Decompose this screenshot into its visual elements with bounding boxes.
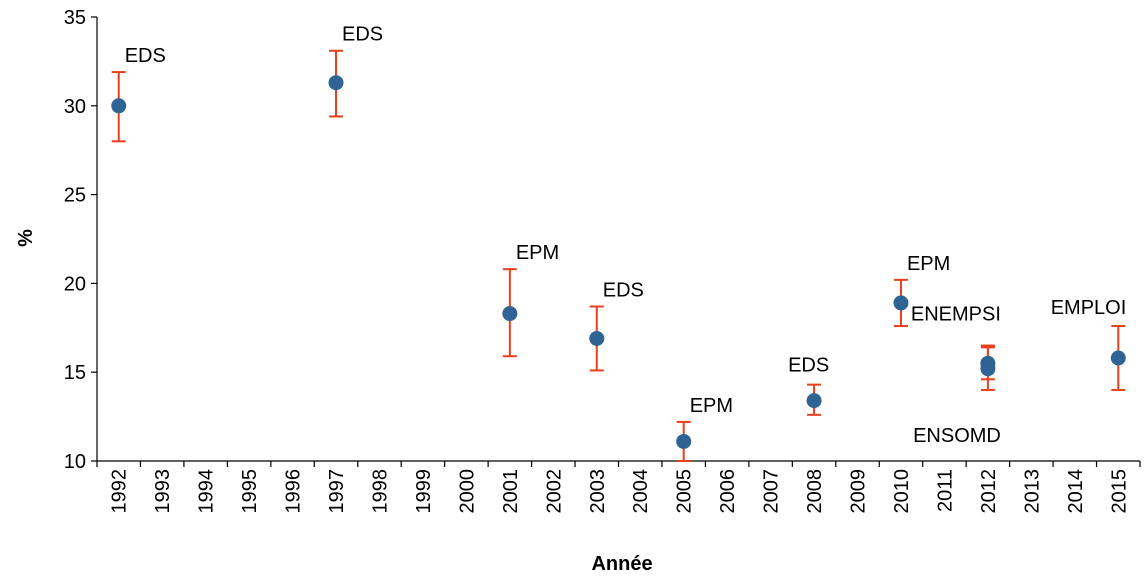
point-label: ENSOMD xyxy=(913,425,1001,447)
data-point xyxy=(1110,350,1126,366)
x-tick-label: 1993 xyxy=(152,469,174,514)
point-label: EPM xyxy=(690,395,733,417)
x-tick-label: 1999 xyxy=(413,469,435,514)
x-tick-label: 2013 xyxy=(1021,469,1043,514)
x-tick-label: 1994 xyxy=(196,469,218,514)
x-tick-label: 2003 xyxy=(587,469,609,514)
point-label: EDS xyxy=(603,279,644,301)
x-axis-ticks: 1992 1993 1994 1995 1996 1997 1998 1999 2000 2001… xyxy=(96,461,1141,514)
y-tick-label: 35 xyxy=(64,7,86,29)
point-labels: EDS EDS EPM EDS EPM EDS EPM ENEMPSI ENSOMD EMPLOI xyxy=(125,24,1127,447)
data-point xyxy=(502,306,518,322)
x-tick-label: 2012 xyxy=(978,469,1000,514)
data-point xyxy=(893,295,909,311)
x-tick-label: 2004 xyxy=(630,469,652,514)
x-tick-label: 2008 xyxy=(804,469,826,514)
y-tick-label: 10 xyxy=(64,451,86,473)
y-tick-label: 20 xyxy=(64,273,86,295)
x-axis-title: Année xyxy=(591,553,652,575)
data-point xyxy=(980,361,996,377)
x-tick-label: 2014 xyxy=(1065,469,1087,514)
x-tick-label: 1997 xyxy=(326,469,348,514)
x-tick-label: 1995 xyxy=(239,469,261,514)
point-label: EDS xyxy=(125,45,166,67)
x-tick-label: 2001 xyxy=(500,469,522,514)
x-tick-label: 2002 xyxy=(543,469,565,514)
point-label: EMPLOI xyxy=(1051,297,1127,319)
x-tick-label: 2007 xyxy=(761,469,783,514)
data-points xyxy=(111,75,1126,449)
y-axis-title: % xyxy=(15,229,37,247)
point-label: ENEMPSI xyxy=(911,304,1001,326)
data-point xyxy=(589,330,605,346)
error-bars xyxy=(111,49,1126,462)
axes xyxy=(96,17,1140,462)
x-tick-label: 2010 xyxy=(891,469,913,514)
data-point xyxy=(676,433,692,449)
x-tick-label: 2000 xyxy=(456,469,478,514)
point-label: EPM xyxy=(516,242,559,264)
x-tick-label: 2005 xyxy=(674,469,696,514)
point-label: EDS xyxy=(342,24,383,46)
x-tick-label: 2011 xyxy=(934,469,956,512)
y-tick-label: 25 xyxy=(64,185,86,207)
x-tick-label: 1992 xyxy=(109,469,131,514)
x-tick-label: 2015 xyxy=(1108,469,1130,514)
y-tick-label: 15 xyxy=(64,362,86,384)
x-tick-label: 2009 xyxy=(848,469,870,514)
x-tick-label: 1996 xyxy=(283,469,305,514)
data-point xyxy=(806,393,822,409)
x-tick-label: 2006 xyxy=(717,469,739,514)
data-point xyxy=(111,98,127,114)
y-axis-ticks: 10 15 20 25 30 35 xyxy=(64,7,97,473)
data-point xyxy=(328,75,344,91)
point-label: EPM xyxy=(907,253,950,275)
x-tick-label: 1998 xyxy=(369,469,391,514)
point-label: EDS xyxy=(788,355,829,377)
y-tick-label: 30 xyxy=(64,96,86,118)
